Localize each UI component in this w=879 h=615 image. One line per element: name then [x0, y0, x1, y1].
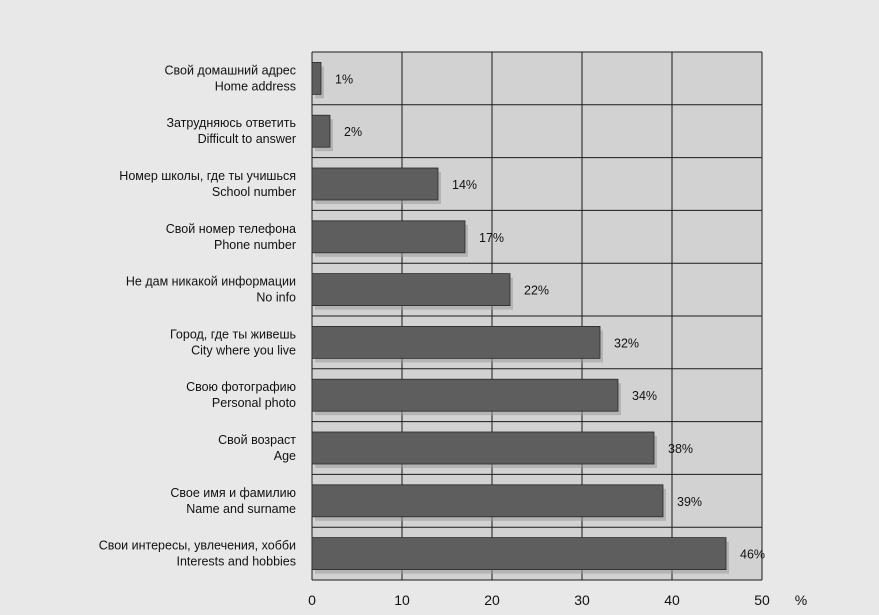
bar: [311, 273, 511, 307]
bar: [311, 484, 664, 518]
category-label-ru: Свой номер телефона: [166, 222, 296, 236]
bar: [311, 431, 655, 465]
value-label: 39%: [677, 495, 702, 509]
x-tick-label: 0: [308, 592, 316, 608]
value-label: 1%: [335, 72, 353, 86]
category-label-en: School number: [212, 185, 296, 199]
bar: [311, 220, 466, 254]
value-label: 22%: [524, 284, 549, 298]
category-label-ru: Номер школы, где ты учишься: [119, 169, 296, 183]
category-label-en: Personal photo: [212, 396, 296, 410]
value-label: 2%: [344, 125, 362, 139]
value-label: 34%: [632, 389, 657, 403]
x-tick-label: 10: [394, 592, 410, 608]
x-tick-label: 20: [484, 592, 500, 608]
category-label-en: Interests and hobbies: [176, 555, 296, 569]
category-label-en: Home address: [215, 79, 296, 93]
category-label-ru: Свое имя и фамилию: [170, 486, 296, 500]
bar: [311, 114, 331, 148]
category-label-en: Age: [274, 449, 296, 463]
x-tick-label: 50: [754, 592, 770, 608]
category-label-en: City where you live: [191, 343, 296, 357]
bar: [311, 167, 439, 201]
value-label: 14%: [452, 178, 477, 192]
value-label: 46%: [740, 548, 765, 562]
category-label-ru: Свои интересы, увлечения, хобби: [99, 539, 296, 553]
x-tick-label: 40: [664, 592, 680, 608]
x-axis-label: %: [795, 592, 807, 608]
value-label: 32%: [614, 336, 639, 350]
x-tick-label: 30: [574, 592, 590, 608]
category-label-ru: Не дам никакой информации: [126, 275, 296, 289]
bar: [311, 378, 619, 412]
category-label-en: Phone number: [214, 238, 296, 252]
category-label-en: Name and surname: [186, 502, 296, 516]
category-label-ru: Свой домашний адрес: [165, 63, 297, 77]
bar: [311, 537, 727, 570]
bar: [311, 62, 322, 95]
bar: [311, 325, 601, 359]
category-label-ru: Город, где ты живешь: [170, 327, 296, 341]
category-label-en: No info: [256, 291, 296, 305]
category-label-ru: Свой возраст: [218, 433, 296, 447]
value-label: 38%: [668, 442, 693, 456]
value-label: 17%: [479, 231, 504, 245]
category-label-en: Difficult to answer: [198, 132, 296, 146]
category-label-ru: Затрудняюсь ответить: [166, 116, 296, 130]
category-label-ru: Свою фотографию: [186, 380, 296, 394]
